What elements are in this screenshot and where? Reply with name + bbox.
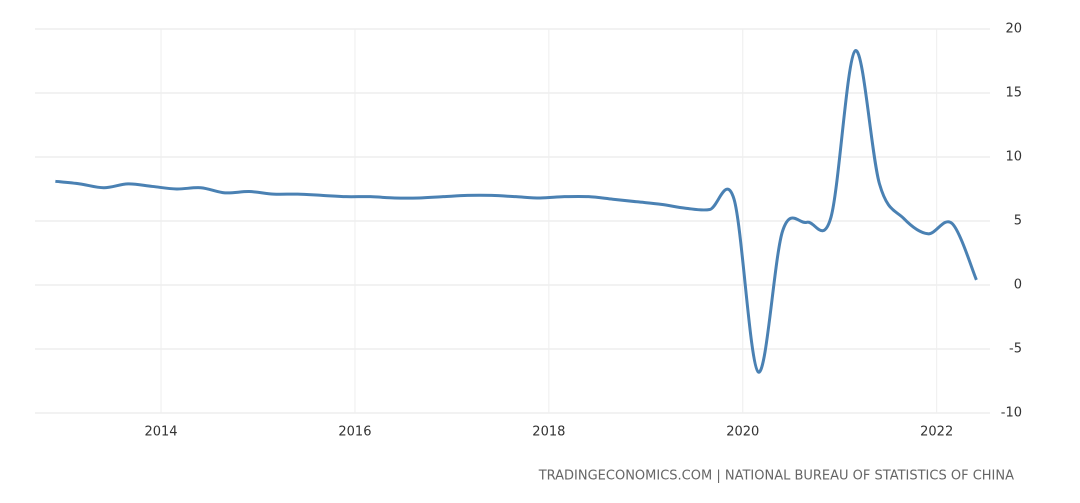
y-tick-label: 15 [1005,86,1022,101]
y-tick-label: -10 [1001,406,1022,421]
x-tick-label: 2018 [532,425,565,440]
x-tick-label: 2020 [726,425,759,440]
y-tick-label: 5 [1014,214,1022,229]
source: TRADINGECONOMICS.COM | NATIONAL BUREAU O… [538,469,1014,484]
y-tick-label: -5 [1009,342,1022,357]
data-line [55,49,978,374]
x-tick-label: 2014 [144,425,177,440]
y-tick-label: 20 [1005,22,1022,37]
x-tick-label: 2016 [338,425,371,440]
x-tick-label: 2022 [920,425,953,440]
y-tick-label: 0 [1014,278,1022,293]
y-tick-label: 10 [1005,150,1022,165]
